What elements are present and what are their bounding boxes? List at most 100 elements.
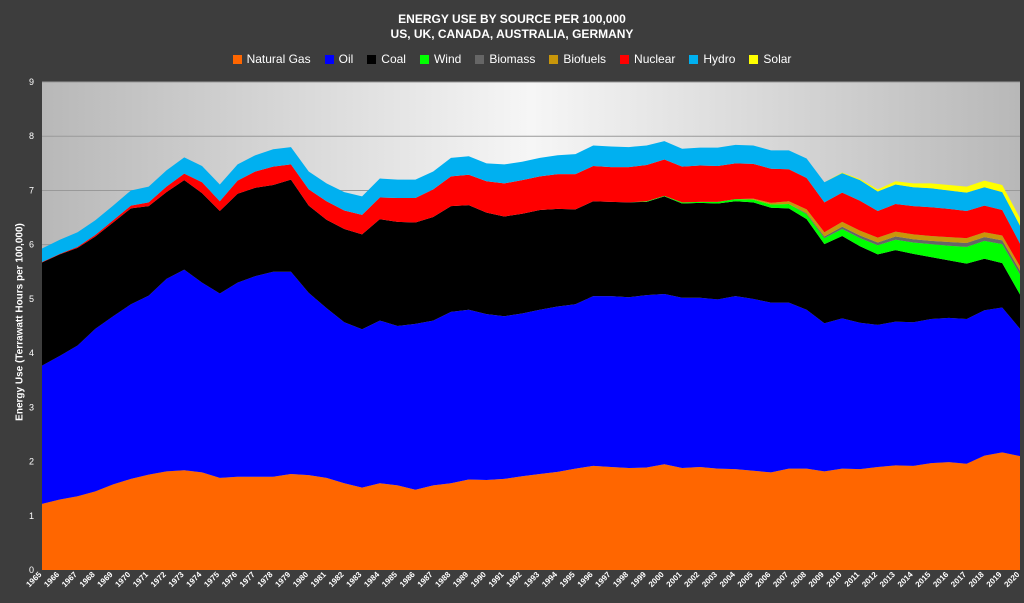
y-tick-label: 2 <box>29 457 34 467</box>
y-tick-label: 1 <box>29 511 34 521</box>
x-tick-label: 1974 <box>185 570 204 589</box>
legend-swatch <box>475 54 485 64</box>
x-tick-label: 2010 <box>825 570 844 589</box>
x-tick-label: 1996 <box>576 570 595 589</box>
x-tick-label: 1976 <box>220 570 239 589</box>
x-tick-label: 1968 <box>78 570 97 589</box>
legend-item: Biofuels <box>549 52 606 66</box>
legend-label: Hydro <box>703 52 736 66</box>
x-tick-label: 2008 <box>789 570 808 589</box>
x-tick-label: 1989 <box>451 570 470 589</box>
x-tick-label: 1999 <box>629 570 648 589</box>
legend-swatch <box>324 54 334 64</box>
x-tick-label: 1981 <box>309 570 328 589</box>
x-tick-label: 2000 <box>647 570 666 589</box>
x-tick-label: 1978 <box>256 570 275 589</box>
x-tick-label: 1997 <box>593 570 612 589</box>
legend-label: Biomass <box>489 52 536 66</box>
series-area-coal <box>42 179 1020 366</box>
legend-label: Nuclear <box>634 52 676 66</box>
x-tick-label: 2017 <box>949 570 968 589</box>
x-tick-label: 2006 <box>754 570 773 589</box>
x-tick-label: 1975 <box>202 570 221 589</box>
x-tick-label: 1998 <box>611 570 630 589</box>
x-tick-label: 2013 <box>878 570 897 589</box>
x-tick-label: 2018 <box>967 570 986 589</box>
x-tick-label: 2016 <box>931 570 950 589</box>
x-tick-label: 2014 <box>896 570 915 589</box>
x-tick-label: 2020 <box>1002 570 1021 589</box>
x-tick-label: 1980 <box>291 570 310 589</box>
x-tick-label: 1991 <box>487 570 506 589</box>
legend-swatch <box>549 54 559 64</box>
y-tick-label: 9 <box>29 77 34 87</box>
series-area-hydro <box>42 141 1020 263</box>
x-tick-label: 1972 <box>149 570 168 589</box>
series-area-oil <box>42 269 1020 504</box>
x-tick-label: 2011 <box>843 570 862 589</box>
legend-label: Oil <box>338 52 354 66</box>
legend: Natural Gas Oil Coal Wind Biomass Biofuels Nuc… <box>0 52 1024 66</box>
y-tick-label: 0 <box>29 565 34 575</box>
legend-swatch <box>620 54 630 64</box>
legend-item: Solar <box>749 52 791 66</box>
legend-item: Wind <box>419 52 462 66</box>
x-tick-label: 1985 <box>380 570 399 589</box>
series-area-nuclear <box>42 159 1020 267</box>
legend-item: Oil <box>324 52 354 66</box>
legend-item: Hydro <box>689 52 735 66</box>
legend-label: Solar <box>763 52 792 66</box>
x-tick-label: 2015 <box>914 570 933 589</box>
x-tick-label: 1984 <box>362 570 381 589</box>
chart-title: ENERGY USE BY SOURCE PER 100,000 <box>398 12 626 26</box>
legend-item: Biomass <box>475 52 535 66</box>
y-tick-label: 6 <box>29 240 34 250</box>
x-tick-label: 1987 <box>416 570 435 589</box>
x-tick-label: 2005 <box>736 570 755 589</box>
x-tick-label: 1986 <box>398 570 417 589</box>
legend-item: Coal <box>367 52 406 66</box>
x-tick-label: 1988 <box>433 570 452 589</box>
chart-subtitle: US, UK, CANADA, AUSTRALIA, GERMANY <box>390 27 634 41</box>
x-tick-label: 1992 <box>505 570 524 589</box>
x-tick-label: 1982 <box>327 570 346 589</box>
series-area-natural-gas <box>42 452 1020 570</box>
y-tick-label: 3 <box>29 402 34 412</box>
legend-label: Natural Gas <box>246 52 311 66</box>
legend-swatch <box>689 54 699 64</box>
x-tick-label: 1969 <box>96 570 115 589</box>
x-tick-label: 1979 <box>273 570 292 589</box>
legend-swatch <box>367 54 377 64</box>
x-tick-label: 2009 <box>807 570 826 589</box>
legend-swatch <box>232 54 242 64</box>
x-tick-label: 1966 <box>42 570 61 589</box>
x-tick-label: 2019 <box>985 570 1004 589</box>
y-tick-label: 7 <box>29 185 34 195</box>
x-tick-label: 1983 <box>345 570 364 589</box>
x-tick-label: 1995 <box>558 570 577 589</box>
legend-label: Biofuels <box>563 52 607 66</box>
legend-swatch <box>419 54 429 64</box>
x-tick-label: 2002 <box>682 570 701 589</box>
legend-swatch <box>749 54 759 64</box>
legend-label: Coal <box>381 52 406 66</box>
x-tick-label: 1971 <box>131 570 150 589</box>
x-tick-label: 1970 <box>113 570 132 589</box>
x-tick-label: 2007 <box>771 570 790 589</box>
x-tick-label: 1977 <box>238 570 257 589</box>
x-tick-label: 1990 <box>469 570 488 589</box>
x-tick-label: 1994 <box>540 570 559 589</box>
x-tick-label: 1973 <box>167 570 186 589</box>
x-tick-label: 1993 <box>522 570 541 589</box>
y-tick-label: 4 <box>29 348 34 358</box>
x-tick-label: 2001 <box>665 570 684 589</box>
legend-label: Wind <box>433 52 462 66</box>
x-tick-label: 2003 <box>700 570 719 589</box>
x-tick-label: 1967 <box>60 570 79 589</box>
y-tick-label: 5 <box>29 294 34 304</box>
x-tick-label: 2012 <box>860 570 879 589</box>
legend-item: Natural Gas <box>232 52 311 66</box>
y-tick-label: 8 <box>29 131 34 141</box>
